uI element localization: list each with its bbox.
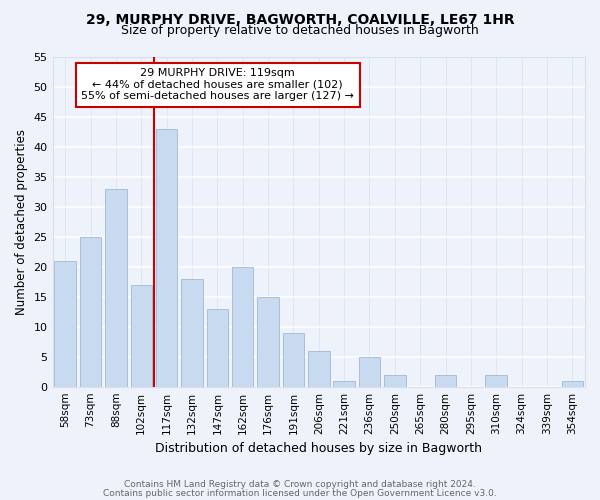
- Text: Size of property relative to detached houses in Bagworth: Size of property relative to detached ho…: [121, 24, 479, 37]
- Bar: [334, 380, 355, 386]
- Bar: [435, 374, 457, 386]
- Text: Contains HM Land Registry data © Crown copyright and database right 2024.: Contains HM Land Registry data © Crown c…: [124, 480, 476, 489]
- Bar: [156, 128, 178, 386]
- Bar: [359, 356, 380, 386]
- Bar: [257, 296, 279, 386]
- Bar: [131, 284, 152, 386]
- Bar: [308, 350, 329, 386]
- Bar: [562, 380, 583, 386]
- X-axis label: Distribution of detached houses by size in Bagworth: Distribution of detached houses by size …: [155, 442, 482, 455]
- Bar: [80, 236, 101, 386]
- Bar: [283, 332, 304, 386]
- Bar: [485, 374, 507, 386]
- Text: 29 MURPHY DRIVE: 119sqm
← 44% of detached houses are smaller (102)
55% of semi-d: 29 MURPHY DRIVE: 119sqm ← 44% of detache…: [81, 68, 354, 102]
- Bar: [105, 188, 127, 386]
- Bar: [55, 260, 76, 386]
- Text: 29, MURPHY DRIVE, BAGWORTH, COALVILLE, LE67 1HR: 29, MURPHY DRIVE, BAGWORTH, COALVILLE, L…: [86, 12, 514, 26]
- Bar: [384, 374, 406, 386]
- Y-axis label: Number of detached properties: Number of detached properties: [15, 128, 28, 314]
- Bar: [181, 278, 203, 386]
- Text: Contains public sector information licensed under the Open Government Licence v3: Contains public sector information licen…: [103, 488, 497, 498]
- Bar: [232, 266, 253, 386]
- Bar: [206, 308, 228, 386]
